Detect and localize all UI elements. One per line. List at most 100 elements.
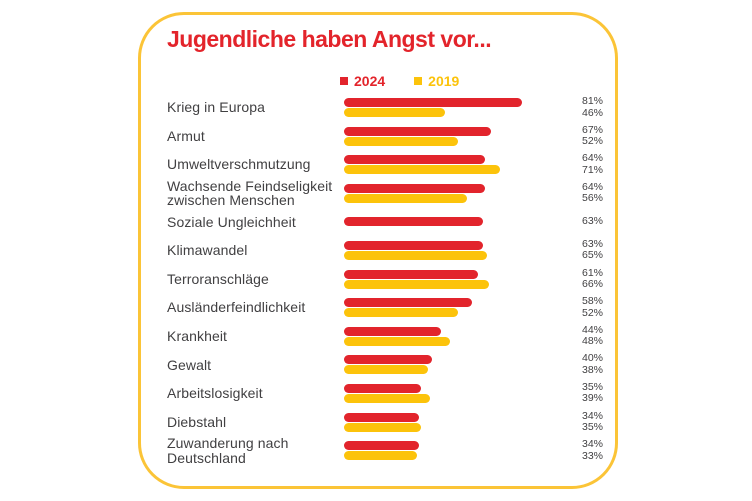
value-labels: 34% 33% <box>582 439 616 462</box>
category-label: Terroranschläge <box>167 270 269 287</box>
category-label: Arbeitslosigkeit <box>167 385 263 402</box>
value-2024: 63% <box>582 237 604 250</box>
bar-2019 <box>344 193 468 203</box>
value-2024: 40% <box>582 352 604 365</box>
value-2024: 64% <box>582 152 604 165</box>
bar-2024 <box>344 412 419 422</box>
value-2024: 44% <box>582 323 604 336</box>
bar-2024 <box>344 355 432 365</box>
category-label: Krieg in Europa <box>167 99 266 116</box>
chart-row: Krankheit 44% 48% <box>167 323 618 348</box>
bar-group <box>344 298 582 318</box>
value-2019: 48% <box>582 335 604 348</box>
bar-group <box>344 412 582 432</box>
value-2024: 58% <box>582 295 604 308</box>
value-labels: 81% 46% <box>582 95 616 119</box>
value-2024: 35% <box>582 380 604 393</box>
legend-label-2019: 2019 <box>428 73 460 89</box>
bar-2024 <box>344 326 441 336</box>
bar-2024 <box>344 217 483 227</box>
bar-2024 <box>344 298 472 308</box>
bar-2019 <box>344 250 487 260</box>
bar-2019 <box>344 393 430 403</box>
legend-swatch-2024-icon <box>340 77 348 85</box>
chart-row: Gewalt 40% 38% <box>167 353 618 376</box>
category-label: Armut <box>167 127 205 144</box>
chart-row: Armut 67% 52% <box>167 123 618 148</box>
value-labels: 58% 52% <box>582 296 616 319</box>
bar-2019 <box>344 165 501 175</box>
bar-2024 <box>344 240 483 250</box>
value-2024: 81% <box>582 95 604 107</box>
bar-group <box>344 355 582 375</box>
value-2019: 56% <box>582 192 604 205</box>
bar-2019 <box>344 451 417 461</box>
bar-group <box>344 326 582 346</box>
value-2024: 34% <box>582 438 604 451</box>
chart-row: Terroranschläge 61% 66% <box>167 266 618 291</box>
category-label: Krankheit <box>167 328 228 344</box>
value-2019: 52% <box>582 135 604 148</box>
category-label: Gewalt <box>167 356 212 373</box>
category-label: Diebstahl <box>167 413 227 430</box>
legend: 2024 2019 <box>340 73 459 89</box>
value-2019: 39% <box>582 392 604 405</box>
value-2019: 65% <box>582 249 604 262</box>
value-labels: 61% 66% <box>582 266 616 291</box>
value-labels: 67% 52% <box>582 123 616 148</box>
bar-2024 <box>344 383 421 393</box>
bar-group <box>344 269 582 289</box>
bar-2019 <box>344 136 459 146</box>
legend-item-2019: 2019 <box>414 73 459 89</box>
value-2019: 52% <box>582 306 604 319</box>
bar-2024 <box>344 269 479 279</box>
bar-2019 <box>344 422 421 432</box>
chart-title: Jugendliche haben Angst vor... <box>167 26 492 52</box>
bar-2019 <box>344 308 459 318</box>
value-labels: 44% 48% <box>582 323 616 348</box>
bar-2019 <box>344 279 490 289</box>
bar-2024 <box>344 98 523 107</box>
bar-2024 <box>344 183 485 193</box>
value-labels: 35% 39% <box>582 380 616 405</box>
value-2019: 71% <box>582 163 604 176</box>
bar-group <box>344 441 582 461</box>
category-label: Wachsende Feindseligkeit zwischen Mensch… <box>167 177 333 209</box>
legend-swatch-2019-icon <box>414 77 423 85</box>
category-label: Soziale Ungleichheit <box>167 213 296 230</box>
category-label: Klimawandel <box>167 242 248 259</box>
chart-row: Zuwanderung nach Deutschland 34% 33% <box>167 436 618 465</box>
value-labels: 64% 56% <box>582 180 616 205</box>
value-2024: 67% <box>582 123 604 136</box>
value-2019: 38% <box>582 363 604 376</box>
bar-group <box>344 155 582 175</box>
value-2024: 34% <box>582 409 604 422</box>
chart-row: Umweltverschmutzung 64% 71% <box>167 153 618 176</box>
bar-group <box>344 126 582 146</box>
value-labels: 34% 35% <box>582 409 616 434</box>
category-label: Umweltverschmutzung <box>167 156 311 173</box>
bar-2019 <box>344 365 428 375</box>
legend-item-2024: 2024 <box>340 73 385 89</box>
bar-2019 <box>344 336 450 346</box>
bar-2024 <box>344 126 492 136</box>
category-label: Ausländerfeindlichkeit <box>167 299 306 316</box>
category-label: Zuwanderung nach Deutschland <box>167 435 289 466</box>
chart-row: Arbeitslosigkeit 35% 39% <box>167 380 618 405</box>
bar-group <box>344 212 582 231</box>
value-2024: 63% <box>582 215 604 228</box>
bar-rows: Krieg in Europa 81% 46% Armut 67% 52% Um… <box>167 95 618 465</box>
bar-2019 <box>344 108 446 117</box>
value-labels: 64% 71% <box>582 153 616 176</box>
value-2024: 61% <box>582 266 604 279</box>
bar-group <box>344 240 582 260</box>
bar-group <box>344 183 582 203</box>
bar-2024 <box>344 441 419 451</box>
bar-2024 <box>344 155 485 165</box>
chart-card: Jugendliche haben Angst vor... 2024 2019… <box>138 12 618 489</box>
value-2019: 66% <box>582 278 604 291</box>
value-2024: 64% <box>582 180 604 193</box>
chart-row: Wachsende Feindseligkeit zwischen Mensch… <box>167 179 618 208</box>
value-labels: 40% 38% <box>582 353 616 376</box>
